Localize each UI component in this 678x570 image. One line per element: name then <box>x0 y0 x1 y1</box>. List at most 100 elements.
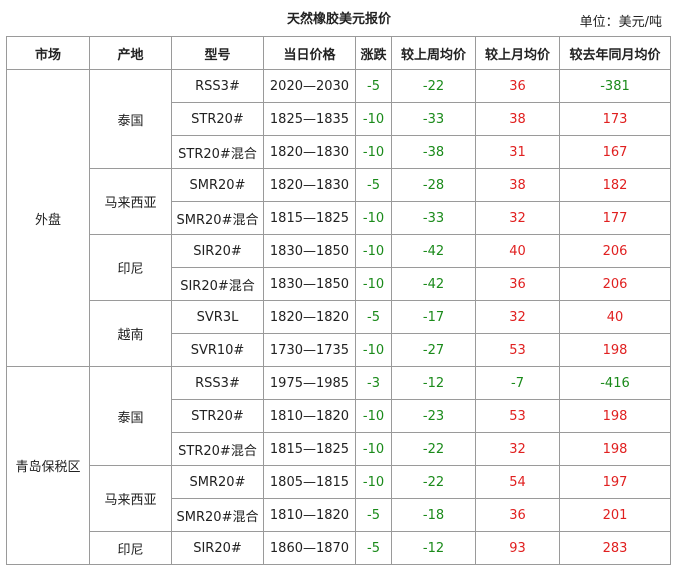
change-cell: -10 <box>355 135 392 169</box>
model-cell: STR20# <box>171 399 264 433</box>
vs-last-year-cell: 173 <box>559 102 671 136</box>
vs-last-year-cell: 206 <box>559 267 671 301</box>
vs-week-cell: -22 <box>391 465 476 499</box>
price-cell: 1820—1820 <box>263 300 356 334</box>
table-row: SMR20#混合 1810—1820 -5 -18 36 201 <box>7 498 671 532</box>
header-vs-week: 较上周均价 <box>391 36 476 70</box>
origin-cell: 泰国 <box>89 366 172 466</box>
model-cell: SIR20#混合 <box>171 267 264 301</box>
vs-week-cell: -22 <box>391 69 476 103</box>
header-change: 涨跌 <box>355 36 392 70</box>
price-cell: 1810—1820 <box>263 399 356 433</box>
table-row: SMR20#混合 1815—1825 -10 -33 32 177 <box>7 201 671 235</box>
change-cell: -5 <box>355 168 392 202</box>
price-cell: 1975—1985 <box>263 366 356 400</box>
change-cell: -10 <box>355 432 392 466</box>
change-cell: -5 <box>355 498 392 532</box>
vs-month-cell: 38 <box>475 102 560 136</box>
price-cell: 2020—2030 <box>263 69 356 103</box>
vs-week-cell: -27 <box>391 333 476 367</box>
price-cell: 1830—1850 <box>263 234 356 268</box>
vs-month-cell: 54 <box>475 465 560 499</box>
table-row: 马来西亚 SMR20# 1820—1830 -5 -28 38 182 <box>7 168 671 235</box>
vs-week-cell: -33 <box>391 102 476 136</box>
vs-week-cell: -12 <box>391 366 476 400</box>
vs-week-cell: -22 <box>391 432 476 466</box>
vs-week-cell: -23 <box>391 399 476 433</box>
model-cell: RSS3# <box>171 366 264 400</box>
vs-last-year-cell: 206 <box>559 234 671 268</box>
header-price: 当日价格 <box>263 36 356 70</box>
change-cell: -10 <box>355 267 392 301</box>
table-row: 越南 SVR3L 1820—1820 -5 -17 32 40 <box>7 300 671 367</box>
vs-month-cell: 38 <box>475 168 560 202</box>
table-row: 马来西亚 SMR20# 1805—1815 -10 -22 54 197 <box>7 465 671 532</box>
change-cell: -5 <box>355 531 392 565</box>
change-cell: -5 <box>355 69 392 103</box>
origin-cell: 泰国 <box>89 69 172 169</box>
vs-week-cell: -17 <box>391 300 476 334</box>
vs-last-year-cell: 201 <box>559 498 671 532</box>
vs-month-cell: 40 <box>475 234 560 268</box>
vs-month-cell: 32 <box>475 300 560 334</box>
table-row: SVR10# 1730—1735 -10 -27 53 198 <box>7 333 671 367</box>
header-vs-last-year: 较去年同月均价 <box>559 36 671 70</box>
model-cell: STR20# <box>171 102 264 136</box>
vs-last-year-cell: 198 <box>559 432 671 466</box>
vs-last-year-cell: 198 <box>559 333 671 367</box>
table-row: 印尼 SIR20# 1830—1850 -10 -42 40 206 <box>7 234 671 301</box>
page-title: 天然橡胶美元报价 <box>286 12 391 27</box>
vs-last-year-cell: -381 <box>559 69 671 103</box>
vs-week-cell: -38 <box>391 135 476 169</box>
vs-month-cell: 36 <box>475 498 560 532</box>
model-cell: RSS3# <box>171 69 264 103</box>
price-cell: 1805—1815 <box>263 465 356 499</box>
model-cell: SMR20# <box>171 465 264 499</box>
vs-last-year-cell: 197 <box>559 465 671 499</box>
table-row: SIR20#混合 1830—1850 -10 -42 36 206 <box>7 267 671 301</box>
vs-week-cell: -42 <box>391 234 476 268</box>
change-cell: -10 <box>355 102 392 136</box>
header-model: 型号 <box>171 36 264 70</box>
table-row: STR20# 1825—1835 -10 -33 38 173 <box>7 102 671 136</box>
change-cell: -5 <box>355 300 392 334</box>
vs-month-cell: 93 <box>475 531 560 565</box>
change-cell: -10 <box>355 201 392 235</box>
model-cell: STR20#混合 <box>171 135 264 169</box>
table-row: 外盘 泰国 RSS3# 2020—2030 -5 -22 36 -381 <box>6 69 671 367</box>
origin-cell: 马来西亚 <box>89 465 172 532</box>
origin-cell: 印尼 <box>89 234 172 301</box>
price-cell: 1825—1835 <box>263 102 356 136</box>
change-cell: -10 <box>355 234 392 268</box>
header-row: 市场 产地 型号 当日价格 涨跌 较上周均价 较上月均价 较去年同月均价 <box>6 36 671 70</box>
origin-cell: 印尼 <box>89 531 172 565</box>
price-table: 市场 产地 型号 当日价格 涨跌 较上周均价 较上月均价 较去年同月均价 外盘泰… <box>6 36 671 565</box>
vs-last-year-cell: 177 <box>559 201 671 235</box>
change-cell: -10 <box>355 465 392 499</box>
vs-week-cell: -33 <box>391 201 476 235</box>
price-cell: 1820—1830 <box>263 135 356 169</box>
vs-month-cell: 32 <box>475 201 560 235</box>
model-cell: SIR20# <box>171 531 264 565</box>
vs-last-year-cell: 198 <box>559 399 671 433</box>
model-cell: SMR20#混合 <box>171 498 264 532</box>
header-vs-month: 较上月均价 <box>475 36 560 70</box>
origin-cell: 越南 <box>89 300 172 367</box>
model-cell: SMR20# <box>171 168 264 202</box>
vs-week-cell: -42 <box>391 267 476 301</box>
vs-last-year-cell: 283 <box>559 531 671 565</box>
table-row: 青岛保税区 泰国 RSS3# 1975—1985 -3 -12 -7 -416 <box>6 366 671 565</box>
vs-week-cell: -12 <box>391 531 476 565</box>
vs-last-year-cell: 40 <box>559 300 671 334</box>
price-cell: 1815—1825 <box>263 432 356 466</box>
price-cell: 1810—1820 <box>263 498 356 532</box>
vs-month-cell: 32 <box>475 432 560 466</box>
change-cell: -3 <box>355 366 392 400</box>
model-cell: STR20#混合 <box>171 432 264 466</box>
market-cell: 青岛保税区 <box>6 366 90 565</box>
change-cell: -10 <box>355 399 392 433</box>
model-cell: SVR3L <box>171 300 264 334</box>
vs-last-year-cell: 182 <box>559 168 671 202</box>
vs-month-cell: 53 <box>475 399 560 433</box>
model-cell: SIR20# <box>171 234 264 268</box>
